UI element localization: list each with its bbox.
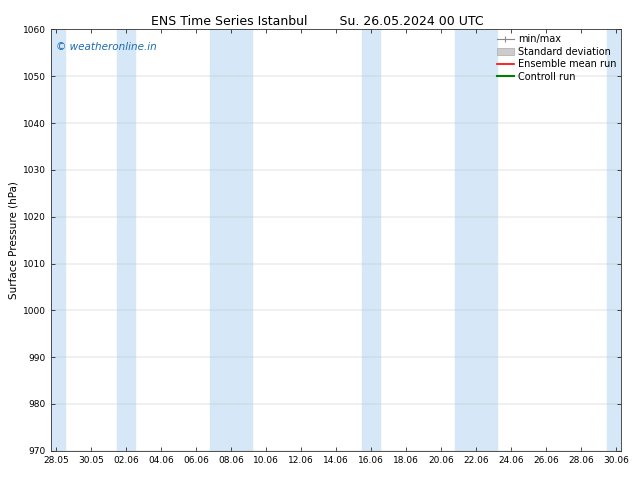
Y-axis label: Surface Pressure (hPa): Surface Pressure (hPa) bbox=[9, 181, 18, 299]
Text: © weatheronline.in: © weatheronline.in bbox=[56, 42, 157, 52]
Bar bbox=[607, 29, 625, 451]
Bar bbox=[47, 29, 65, 451]
Legend: min/max, Standard deviation, Ensemble mean run, Controll run: min/max, Standard deviation, Ensemble me… bbox=[495, 32, 618, 83]
Bar bbox=[210, 29, 252, 451]
Text: ENS Time Series Istanbul        Su. 26.05.2024 00 UTC: ENS Time Series Istanbul Su. 26.05.2024 … bbox=[151, 15, 483, 28]
Bar bbox=[455, 29, 497, 451]
Bar bbox=[117, 29, 135, 451]
Bar bbox=[362, 29, 380, 451]
